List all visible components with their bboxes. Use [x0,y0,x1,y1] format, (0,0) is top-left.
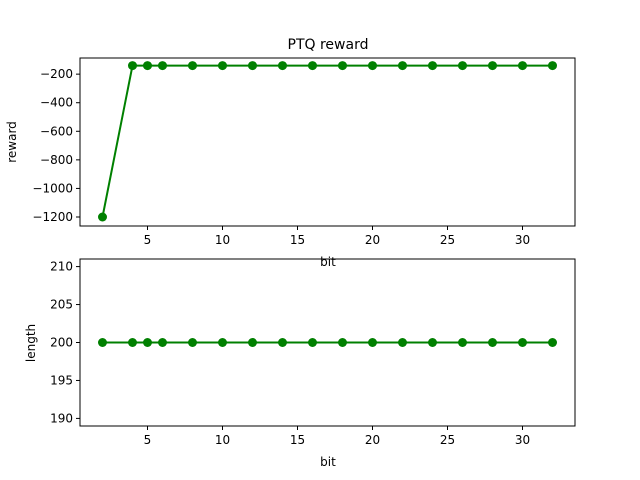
length-subplot: 5 10 15 20 25 30 190 195 200 205 210 bit length [24,258,576,469]
y-axis-ticks: −1200 −1000 −800 −600 −400 −200 [32,67,80,224]
data-point [143,338,152,347]
data-point [398,338,407,347]
data-point [128,61,137,71]
data-point [218,61,227,71]
data-point [158,61,167,71]
x-axis-ticks: 5 10 15 20 25 30 [144,226,530,247]
data-point [98,338,107,347]
x-tick-label: 15 [290,233,305,247]
series-length [98,338,557,347]
y-tick-label: −1000 [32,181,73,195]
plot-area-frame [79,57,576,227]
x-tick-label: 25 [440,433,455,447]
x-tick-label: 30 [515,433,530,447]
chart-title: PTQ reward [288,37,369,53]
x-tick-label: 5 [144,233,152,247]
data-point [248,61,257,71]
data-point [98,212,107,222]
data-point [428,338,437,347]
x-axis-ticks: 5 10 15 20 25 30 [144,426,530,447]
data-point [518,338,527,347]
y-axis-ticks: 190 195 200 205 210 [50,260,80,425]
x-tick-label: 10 [215,433,230,447]
y-tick-label: −200 [40,67,73,81]
x-tick-label: 30 [515,233,530,247]
series-reward [98,61,557,222]
y-tick-label: 200 [50,336,73,350]
data-point [308,61,317,71]
x-tick-label: 5 [144,433,152,447]
data-point [278,338,287,347]
data-point [278,61,287,71]
y-tick-label: 210 [50,260,73,274]
y-tick-label: −1200 [32,210,73,224]
y-tick-label: −400 [40,96,73,110]
y-tick-label: −600 [40,124,73,138]
data-point [308,338,317,347]
y-tick-label: 195 [50,373,73,387]
x-tick-label: 20 [365,433,380,447]
x-axis-label: bit [320,455,336,469]
data-point [368,61,377,71]
data-point [158,338,167,347]
data-point [188,338,197,347]
data-point [428,61,437,71]
data-point [368,338,377,347]
data-point [248,338,257,347]
data-point [128,338,137,347]
x-tick-label: 20 [365,233,380,247]
data-point [458,338,467,347]
y-tick-label: −800 [40,153,73,167]
data-point [488,338,497,347]
y-tick-label: 190 [50,411,73,425]
x-tick-label: 25 [440,233,455,247]
data-point [338,338,347,347]
x-axis-label: bit [320,255,336,269]
y-tick-label: 205 [50,298,73,312]
x-tick-label: 15 [290,433,305,447]
data-point [143,61,152,71]
data-point [518,61,527,71]
data-point [338,61,347,71]
reward-subplot: PTQ reward 5 10 15 20 25 30 −1200 −1000 −800 −60… [5,37,576,269]
data-point [458,61,467,71]
data-point [488,61,497,71]
data-point [398,61,407,71]
data-point [548,61,557,71]
x-tick-label: 10 [215,233,230,247]
data-point [218,338,227,347]
y-axis-label: reward [5,121,19,163]
y-axis-label: length [24,324,38,362]
data-point [188,61,197,71]
data-point [548,338,557,347]
